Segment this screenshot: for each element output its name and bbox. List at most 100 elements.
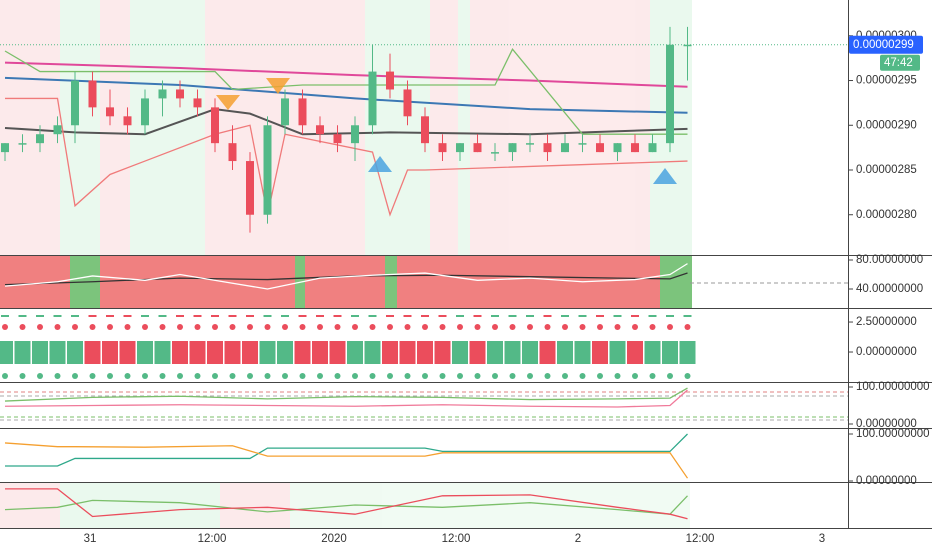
signal-bar bbox=[14, 341, 31, 364]
signal-bar bbox=[609, 341, 626, 364]
signal-plus bbox=[333, 315, 342, 317]
candle-body bbox=[666, 44, 674, 144]
signal-bar bbox=[574, 341, 591, 364]
signal-plus bbox=[316, 315, 324, 317]
signal-dot bbox=[527, 324, 533, 330]
signal-dot bbox=[614, 373, 621, 379]
signal-dot bbox=[474, 373, 481, 379]
signal-dot bbox=[159, 373, 166, 379]
signal-dot bbox=[422, 373, 428, 379]
x-tick-label: 12:00 bbox=[686, 533, 715, 545]
y-tick-label: 0.00000280 bbox=[856, 209, 917, 221]
signal-plus bbox=[88, 315, 97, 317]
signal-plus bbox=[246, 315, 254, 317]
signal-plus bbox=[631, 315, 639, 317]
signal-dot bbox=[579, 373, 586, 379]
signal-bar bbox=[277, 341, 293, 364]
signal-bar bbox=[137, 341, 153, 364]
signal-dot bbox=[317, 324, 323, 330]
signal-dot bbox=[492, 373, 498, 379]
signal-dot bbox=[667, 324, 673, 330]
signal-bar bbox=[49, 341, 66, 364]
signal-bar bbox=[592, 341, 608, 364]
signal-dot bbox=[404, 373, 411, 379]
indicator-line bbox=[4, 108, 688, 136]
signal-dot bbox=[124, 373, 131, 379]
signal-plus bbox=[106, 315, 114, 317]
candle-body bbox=[613, 143, 622, 153]
signal-dot bbox=[387, 324, 393, 330]
countdown-box bbox=[880, 54, 920, 71]
signal-dot bbox=[107, 373, 113, 379]
signal-dot bbox=[334, 324, 341, 330]
x-tick-label: 12:00 bbox=[442, 533, 471, 545]
y-tick-label: 0.00000000 bbox=[856, 346, 917, 358]
candle-body bbox=[543, 143, 552, 153]
signal-dot bbox=[19, 373, 26, 379]
candle-body bbox=[1, 143, 9, 153]
signal-dot bbox=[299, 373, 306, 379]
indicator-line bbox=[4, 76, 688, 114]
signal-dot bbox=[264, 373, 271, 379]
signal-dot bbox=[54, 324, 61, 330]
candle-body bbox=[281, 98, 289, 126]
signal-dot bbox=[229, 373, 236, 379]
signal-dot bbox=[159, 324, 166, 330]
x-tick-label: 12:00 bbox=[198, 533, 227, 545]
signal-dot bbox=[2, 373, 8, 379]
y-tick-label: 0.00000290 bbox=[856, 119, 917, 131]
indicator-line bbox=[5, 488, 688, 520]
x-tick-label: 3 bbox=[819, 533, 825, 545]
signal-plus bbox=[403, 315, 412, 317]
candle-body bbox=[508, 143, 517, 153]
signal-plus bbox=[263, 315, 272, 317]
signal-dot bbox=[177, 324, 183, 330]
signal-dot bbox=[404, 324, 411, 330]
signal-bar bbox=[644, 341, 661, 364]
y-tick-label: 0.00000000 bbox=[856, 475, 917, 487]
signal-dot bbox=[334, 373, 341, 379]
indicator-line bbox=[4, 442, 689, 479]
candle-body bbox=[141, 98, 149, 126]
labels: 0.00000280 0.00000285 0.00000290 0.00000295… bbox=[84, 30, 930, 545]
signal-dot bbox=[352, 324, 358, 330]
candle-body bbox=[403, 89, 412, 117]
separators bbox=[0, 0, 932, 529]
signal-bar bbox=[259, 341, 276, 364]
signal-bar bbox=[662, 341, 678, 364]
signal-dot bbox=[457, 373, 463, 379]
signal-plus bbox=[543, 315, 552, 317]
signal-plus bbox=[526, 315, 534, 317]
candle-body bbox=[176, 89, 184, 99]
indicator-line bbox=[5, 97, 688, 217]
signal-dot bbox=[562, 324, 568, 330]
signal-dot bbox=[317, 373, 323, 379]
signal-dot bbox=[439, 324, 446, 330]
signal-plus bbox=[53, 315, 62, 317]
candle-body bbox=[123, 116, 132, 126]
signal-markers bbox=[216, 78, 677, 184]
signal-dot bbox=[72, 373, 78, 379]
signal-dot bbox=[492, 324, 498, 330]
signal-dot bbox=[89, 373, 96, 379]
signal-plus bbox=[421, 315, 429, 317]
indicator-line bbox=[5, 433, 688, 467]
signal-bar bbox=[67, 341, 83, 364]
signal-bar bbox=[487, 341, 503, 364]
signal-bar bbox=[522, 341, 538, 364]
y-tick-label: 0.00000000 bbox=[856, 418, 917, 430]
signal-plus bbox=[298, 315, 307, 317]
signal-dot bbox=[142, 324, 148, 330]
signal-dot bbox=[597, 373, 603, 379]
signal-bar bbox=[347, 341, 363, 364]
signal-dot bbox=[247, 373, 253, 379]
candle-body bbox=[263, 125, 272, 215]
candle-body bbox=[71, 80, 79, 126]
candle-body bbox=[298, 98, 307, 126]
signal-bar bbox=[154, 341, 171, 364]
signal-plus bbox=[176, 315, 184, 317]
signal-dot bbox=[632, 324, 638, 330]
signal-bar bbox=[32, 341, 48, 364]
signal-bar bbox=[224, 341, 241, 364]
signal-bar bbox=[539, 341, 556, 364]
